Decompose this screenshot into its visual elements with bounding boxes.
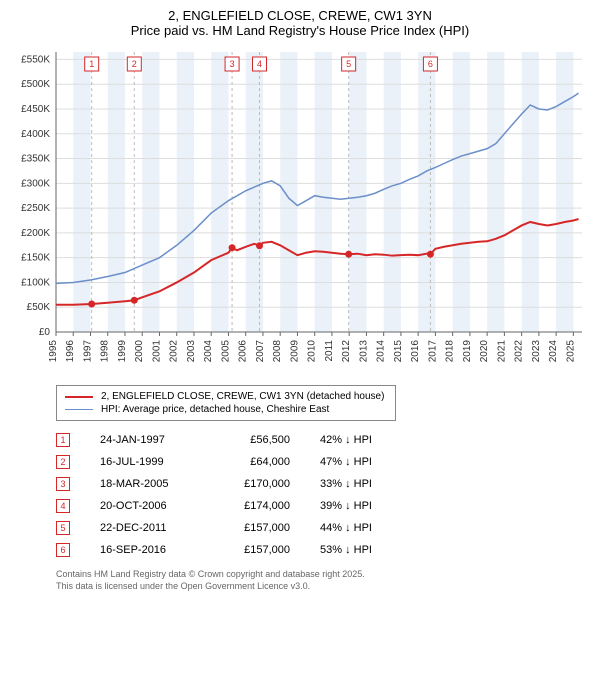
svg-text:4: 4 <box>257 59 262 69</box>
transaction-pct: 39% ↓ HPI <box>320 500 410 512</box>
transaction-marker: 3 <box>56 477 70 491</box>
transaction-marker: 4 <box>56 499 70 513</box>
svg-text:£450K: £450K <box>21 104 50 115</box>
legend-label: HPI: Average price, detached house, Ches… <box>101 404 329 415</box>
transaction-pct: 44% ↓ HPI <box>320 522 410 534</box>
svg-text:1995: 1995 <box>48 340 59 363</box>
svg-text:£400K: £400K <box>21 129 50 140</box>
transaction-marker: 2 <box>56 455 70 469</box>
svg-text:£500K: £500K <box>21 79 50 90</box>
transaction-price: £64,000 <box>220 456 290 468</box>
svg-text:6: 6 <box>428 59 433 69</box>
transaction-date: 18-MAR-2005 <box>100 478 190 490</box>
chart-svg: £0 £50K £100K £150K £200K £250K £300K £350K £400… <box>12 44 588 374</box>
transaction-pct: 33% ↓ HPI <box>320 478 410 490</box>
svg-text:2013: 2013 <box>358 340 369 363</box>
svg-text:2019: 2019 <box>462 340 473 363</box>
svg-text:1999: 1999 <box>117 340 128 363</box>
svg-text:2012: 2012 <box>341 340 352 363</box>
svg-text:2023: 2023 <box>531 340 542 363</box>
svg-text:1998: 1998 <box>100 340 111 363</box>
transaction-row: 3 18-MAR-2005 £170,000 33% ↓ HPI <box>56 473 588 495</box>
legend-label: 2, ENGLEFIELD CLOSE, CREWE, CW1 3YN (det… <box>101 391 384 402</box>
svg-text:£150K: £150K <box>21 253 50 264</box>
transaction-date: 22-DEC-2011 <box>100 522 190 534</box>
svg-text:1996: 1996 <box>65 340 76 363</box>
transaction-pct: 53% ↓ HPI <box>320 544 410 556</box>
svg-text:£100K: £100K <box>21 277 50 288</box>
svg-text:2020: 2020 <box>479 340 490 363</box>
transaction-marker: 6 <box>56 543 70 557</box>
transaction-row: 2 16-JUL-1999 £64,000 47% ↓ HPI <box>56 451 588 473</box>
legend-swatch <box>65 396 93 398</box>
transaction-pct: 47% ↓ HPI <box>320 456 410 468</box>
svg-text:£200K: £200K <box>21 228 50 239</box>
transaction-price: £157,000 <box>220 522 290 534</box>
svg-text:2016: 2016 <box>410 340 421 363</box>
svg-text:2003: 2003 <box>186 340 197 363</box>
transaction-row: 1 24-JAN-1997 £56,500 42% ↓ HPI <box>56 429 588 451</box>
footer: Contains HM Land Registry data © Crown c… <box>56 569 588 592</box>
svg-text:£50K: £50K <box>27 302 51 313</box>
svg-text:2000: 2000 <box>134 340 145 363</box>
svg-text:2007: 2007 <box>255 340 266 363</box>
chart: £0 £50K £100K £150K £200K £250K £300K £350K £400… <box>12 44 588 379</box>
transaction-price: £170,000 <box>220 478 290 490</box>
svg-text:2024: 2024 <box>548 340 559 363</box>
svg-text:£250K: £250K <box>21 203 50 214</box>
footer-line-2: This data is licensed under the Open Gov… <box>56 581 588 593</box>
svg-text:2006: 2006 <box>238 340 249 363</box>
transaction-date: 24-JAN-1997 <box>100 434 190 446</box>
transaction-marker: 5 <box>56 521 70 535</box>
transaction-price: £174,000 <box>220 500 290 512</box>
svg-text:2: 2 <box>132 59 137 69</box>
svg-text:2004: 2004 <box>203 340 214 363</box>
svg-text:2009: 2009 <box>289 340 300 363</box>
svg-text:2015: 2015 <box>393 340 404 363</box>
transaction-date: 16-SEP-2016 <box>100 544 190 556</box>
legend: 2, ENGLEFIELD CLOSE, CREWE, CW1 3YN (det… <box>56 385 396 421</box>
svg-text:2011: 2011 <box>324 340 335 362</box>
svg-text:£300K: £300K <box>21 178 50 189</box>
svg-text:2022: 2022 <box>514 340 525 363</box>
transaction-row: 4 20-OCT-2006 £174,000 39% ↓ HPI <box>56 495 588 517</box>
title-address: 2, ENGLEFIELD CLOSE, CREWE, CW1 3YN <box>12 8 588 23</box>
svg-text:2014: 2014 <box>376 340 387 363</box>
footer-line-1: Contains HM Land Registry data © Crown c… <box>56 569 588 581</box>
svg-text:2010: 2010 <box>307 340 318 363</box>
page: 2, ENGLEFIELD CLOSE, CREWE, CW1 3YN Pric… <box>0 0 600 600</box>
transaction-row: 6 16-SEP-2016 £157,000 53% ↓ HPI <box>56 539 588 561</box>
svg-text:2018: 2018 <box>445 340 456 363</box>
svg-text:5: 5 <box>346 59 351 69</box>
svg-text:3: 3 <box>230 59 235 69</box>
transaction-date: 20-OCT-2006 <box>100 500 190 512</box>
svg-text:£550K: £550K <box>21 54 50 65</box>
svg-text:2002: 2002 <box>169 340 180 363</box>
transaction-marker: 1 <box>56 433 70 447</box>
svg-text:2005: 2005 <box>220 340 231 363</box>
title-subtitle: Price paid vs. HM Land Registry's House … <box>12 23 588 38</box>
transaction-row: 5 22-DEC-2011 £157,000 44% ↓ HPI <box>56 517 588 539</box>
legend-item: HPI: Average price, detached house, Ches… <box>65 403 387 416</box>
svg-text:2008: 2008 <box>272 340 283 363</box>
svg-text:£350K: £350K <box>21 154 50 165</box>
transaction-pct: 42% ↓ HPI <box>320 434 410 446</box>
legend-item: 2, ENGLEFIELD CLOSE, CREWE, CW1 3YN (det… <box>65 390 387 403</box>
transaction-price: £157,000 <box>220 544 290 556</box>
svg-text:1997: 1997 <box>82 340 93 363</box>
svg-text:2001: 2001 <box>151 340 162 363</box>
svg-text:1: 1 <box>89 59 94 69</box>
svg-text:2025: 2025 <box>565 340 576 363</box>
transaction-date: 16-JUL-1999 <box>100 456 190 468</box>
transaction-price: £56,500 <box>220 434 290 446</box>
legend-swatch <box>65 409 93 410</box>
svg-text:2017: 2017 <box>427 340 438 363</box>
svg-text:2021: 2021 <box>496 340 507 363</box>
transactions-table: 1 24-JAN-1997 £56,500 42% ↓ HPI 2 16-JUL-1999… <box>56 429 588 561</box>
svg-text:£0: £0 <box>39 327 51 338</box>
